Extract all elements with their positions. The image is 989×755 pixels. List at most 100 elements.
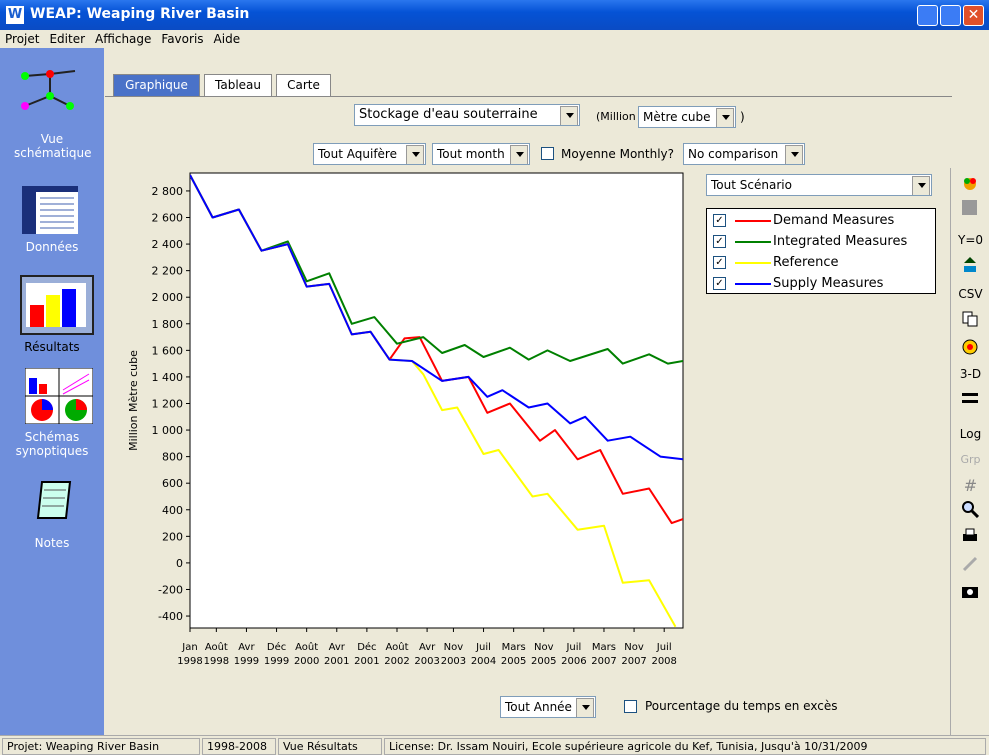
zoom-tool[interactable]: [961, 500, 979, 518]
status-field: Projet: Weaping River Basin: [2, 738, 200, 755]
legend-entry: ✓ Reference: [711, 254, 931, 272]
y-tick-label: 2 200: [152, 265, 184, 278]
toolbar-button[interactable]: Grp: [960, 453, 981, 466]
x-tick-label: Avr: [419, 642, 436, 653]
legend-entry: ✓ Demand Measures: [711, 212, 931, 230]
close-button[interactable]: ✕: [963, 5, 984, 26]
print-tool[interactable]: [961, 527, 979, 545]
dropdown-text: Tout Scénario: [711, 178, 792, 192]
y-tick-label: 200: [162, 530, 183, 543]
variable-dropdown[interactable]: Stockage d'eau souterraine: [354, 104, 580, 126]
camera-tool[interactable]: [961, 582, 979, 600]
copy-tool[interactable]: [962, 311, 978, 327]
sidebar-item[interactable]: Données: [25, 240, 79, 254]
x-tick-label: Août: [205, 641, 228, 653]
legend-entry: ✓ Integrated Measures: [711, 233, 931, 251]
color-tool[interactable]: [960, 174, 980, 194]
x-tick-label: 1998: [177, 656, 202, 667]
x-tick-label: Juil: [475, 642, 491, 653]
minimize-button[interactable]: [917, 5, 938, 26]
year-dropdown[interactable]: Tout Année: [500, 696, 596, 718]
y-tick-label: 400: [162, 504, 183, 517]
y-tick-label: 2 000: [152, 291, 184, 304]
y-tick-label: 1 000: [152, 424, 184, 437]
tab[interactable]: Carte: [276, 74, 331, 96]
notes-icon[interactable]: [36, 478, 76, 522]
toolbar-button[interactable]: Y=0: [957, 233, 984, 247]
legend-entry: ✓ Supply Measures: [711, 275, 931, 293]
chart-type-tool[interactable]: [962, 200, 977, 215]
comparison-dropdown[interactable]: No comparison: [683, 143, 805, 165]
legend-swatch: [735, 241, 771, 243]
menu-item[interactable]: Aide: [213, 32, 241, 46]
tab[interactable]: Graphique: [113, 74, 200, 96]
x-tick-label: 2001: [354, 656, 379, 667]
menu-item[interactable]: Affichage: [95, 32, 152, 46]
unit-dropdown[interactable]: Mètre cube: [638, 106, 736, 128]
x-tick-label: Août: [385, 641, 408, 653]
legend-checkbox[interactable]: ✓: [713, 214, 726, 227]
toolbar-button[interactable]: CSV: [958, 287, 983, 301]
sidebar-item[interactable]: Schémas synoptiques: [15, 430, 89, 458]
x-tick-label: Août: [295, 641, 318, 653]
chart: 2 800 2 600 2 400 2 200 2 000 1 800 1 600 1 400…: [127, 172, 684, 667]
sidebar-item[interactable]: Notes: [34, 536, 70, 550]
menu-item[interactable]: Editer: [49, 32, 86, 46]
edit-tool[interactable]: [961, 555, 979, 573]
dropdown-text: Tout month: [437, 147, 505, 161]
menu-item[interactable]: Projet: [5, 32, 40, 46]
y-tick-label: 1 400: [152, 371, 184, 384]
tab[interactable]: Tableau: [204, 74, 272, 96]
overview-icon[interactable]: [25, 368, 93, 424]
toolbar-button[interactable]: Log: [959, 427, 982, 441]
legend-label: Reference: [773, 255, 839, 270]
tab-rule: [105, 96, 952, 97]
x-tick-label: 2001: [324, 656, 349, 667]
results-icon: [26, 283, 86, 327]
legend-swatch: [735, 283, 771, 285]
x-tick-label: Déc: [267, 641, 286, 653]
x-tick-label: 2008: [651, 656, 676, 667]
maximize-button[interactable]: [940, 5, 961, 26]
y-tick-label: 2 800: [152, 185, 184, 198]
x-tick-label: Nov: [444, 642, 464, 653]
y-tick-label: 1 800: [152, 318, 184, 331]
monthly-average-checkbox[interactable]: [541, 147, 554, 160]
results-button[interactable]: [20, 275, 94, 335]
scenario-dropdown[interactable]: Tout Scénario: [706, 174, 932, 196]
sidebar-item[interactable]: Vue schématique: [14, 132, 92, 160]
checkbox-label: Moyenne Monthly?: [561, 147, 675, 161]
x-tick-label: Jan: [181, 642, 197, 653]
exceedance-checkbox[interactable]: [624, 700, 637, 713]
options-tool[interactable]: [961, 338, 979, 356]
x-tick-label: Juil: [565, 642, 581, 653]
menu-item[interactable]: Favoris: [161, 32, 204, 46]
toolbar-button[interactable]: 3-D: [959, 367, 982, 381]
legend-swatch: [735, 262, 771, 264]
x-tick-label: 2003: [441, 656, 466, 667]
dropdown-text: Stockage d'eau souterraine: [359, 107, 538, 122]
app-icon: W: [6, 6, 24, 24]
month-dropdown[interactable]: Tout month: [432, 143, 530, 165]
schematic-icon[interactable]: [20, 66, 86, 116]
data-icon[interactable]: [22, 186, 78, 234]
series-line: [190, 174, 683, 461]
lines-tool[interactable]: [962, 393, 978, 403]
y-tick-label: 1 600: [152, 344, 184, 357]
legend-checkbox[interactable]: ✓: [713, 235, 726, 248]
legend-checkbox[interactable]: ✓: [713, 277, 726, 290]
y-tick-label: 0: [176, 557, 183, 570]
stack-tool[interactable]: [961, 256, 979, 274]
y-axis-label: Million Mètre cube: [127, 350, 140, 451]
legend-swatch: [735, 220, 771, 222]
y-tick-label: -400: [158, 610, 183, 623]
x-tick-label: Déc: [357, 641, 376, 653]
grid-tool[interactable]: #: [963, 476, 978, 495]
toolbar: [950, 168, 989, 735]
aquifer-dropdown[interactable]: Tout Aquifère: [313, 143, 426, 165]
x-tick-label: Mars: [502, 642, 526, 653]
legend-checkbox[interactable]: ✓: [713, 256, 726, 269]
y-tick-label: 1 200: [152, 397, 184, 410]
sidebar-item[interactable]: Résultats: [24, 340, 80, 354]
